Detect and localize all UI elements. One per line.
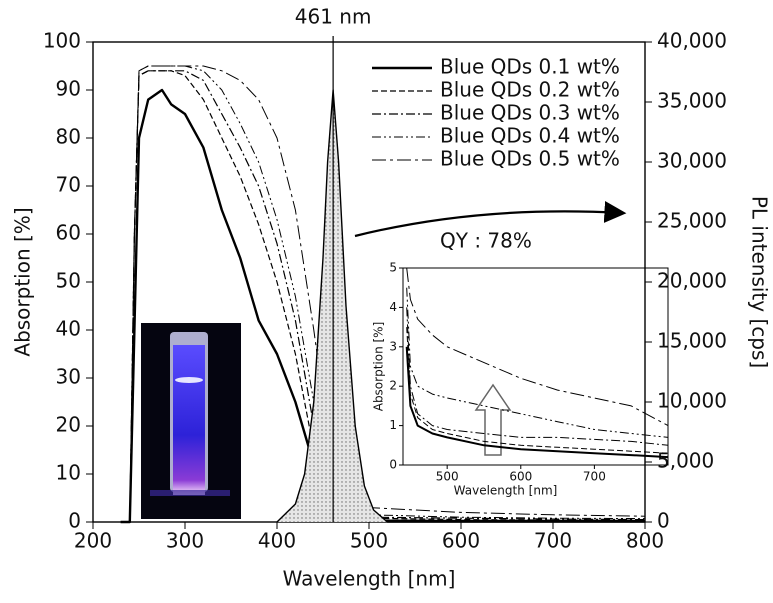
- qy-arrow: [354, 201, 627, 238]
- pl-area-line: [276, 89, 645, 523]
- series-line: [405, 346, 669, 459]
- x-axis-label: Wavelength [nm]: [283, 567, 456, 591]
- x-tick-label: 400: [258, 529, 296, 553]
- series-line: [406, 307, 669, 446]
- x-axis-label: Wavelength [nm]: [454, 484, 558, 498]
- series-line: [120, 65, 646, 523]
- y-tick-label: 5: [389, 261, 397, 275]
- y-tick-label: 0: [389, 458, 397, 472]
- y-tick-label: 10: [56, 461, 81, 485]
- y-tick-label: 1: [389, 418, 397, 432]
- x-tick-label: 500: [436, 470, 459, 484]
- y-tick-label: 80: [56, 125, 81, 149]
- series-line: [406, 267, 669, 427]
- y2-tick-label: 10,000: [657, 389, 727, 413]
- y-tick-label: 30: [56, 365, 81, 389]
- y-tick-label: 2: [389, 379, 397, 393]
- y-tick-label: 20: [56, 413, 81, 437]
- x-tick-label: 700: [534, 529, 572, 553]
- y-tick-label: 0: [68, 509, 81, 533]
- series-line: [406, 327, 669, 454]
- legend-label: Blue QDs 0.2 wt%: [440, 78, 620, 102]
- peak-label: 461 nm: [295, 5, 372, 29]
- y-tick-label: 3: [389, 339, 397, 353]
- y2-tick-label: 40,000: [657, 29, 727, 53]
- legend-label: Blue QDs 0.5 wt%: [440, 147, 620, 171]
- series-line: [406, 287, 669, 438]
- x-tick-label: 600: [509, 470, 532, 484]
- x-tick-label: 800: [626, 529, 664, 553]
- legend-label: Blue QDs 0.4 wt%: [440, 124, 620, 148]
- y-tick-label: 70: [56, 173, 81, 197]
- y2-tick-label: 15,000: [657, 329, 727, 353]
- y2-tick-label: 5,000: [657, 449, 714, 473]
- series-line: [120, 70, 646, 523]
- plot-frame: [402, 267, 669, 466]
- y-tick-label: 100: [43, 29, 81, 53]
- inset-frame: [402, 267, 669, 466]
- y-tick-label: 50: [56, 269, 81, 293]
- y2-axis-label: PL intensity [cps]: [748, 196, 772, 368]
- x-tick-label: 200: [74, 529, 112, 553]
- x-tick-label: 700: [583, 470, 606, 484]
- x-tick-label: 500: [350, 529, 388, 553]
- y-tick-label: 90: [56, 77, 81, 101]
- x-tick-label: 600: [442, 529, 480, 553]
- vial-photo: [141, 323, 241, 519]
- legend-label: Blue QDs 0.1 wt%: [440, 55, 620, 79]
- y-tick-label: 40: [56, 317, 81, 341]
- y-axis-label: Absorption [%]: [11, 207, 35, 356]
- legend-label: Blue QDs 0.3 wt%: [440, 101, 620, 125]
- y-tick-label: 4: [389, 300, 397, 314]
- y2-tick-label: 30,000: [657, 149, 727, 173]
- qy-label: QY : 78%: [440, 229, 532, 253]
- y-axis-label: Absorption [%]: [372, 322, 386, 412]
- y2-tick-label: 20,000: [657, 269, 727, 293]
- x-tick-label: 300: [166, 529, 204, 553]
- y-tick-label: 60: [56, 221, 81, 245]
- y2-tick-label: 25,000: [657, 209, 727, 233]
- y2-tick-label: 35,000: [657, 89, 727, 113]
- y2-tick-label: 0: [657, 509, 670, 533]
